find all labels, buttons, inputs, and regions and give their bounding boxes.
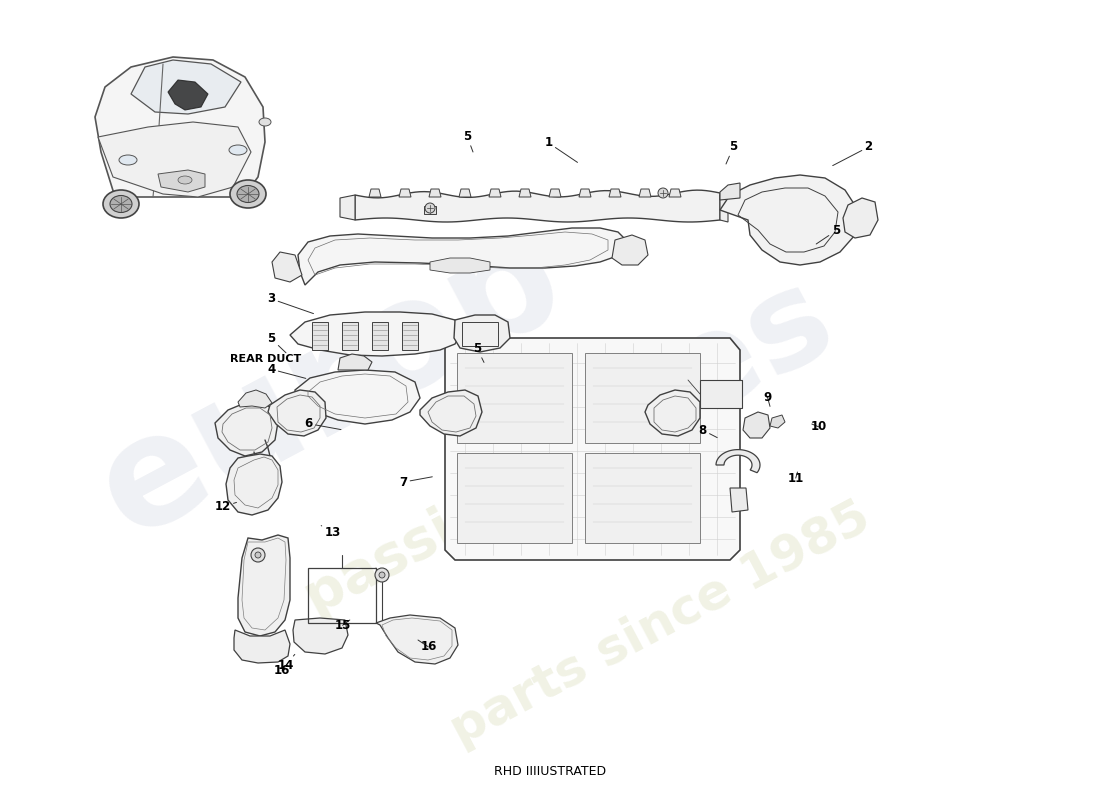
- Text: 7: 7: [399, 475, 432, 489]
- Polygon shape: [226, 454, 282, 515]
- Polygon shape: [770, 415, 785, 428]
- Polygon shape: [376, 615, 458, 664]
- Ellipse shape: [229, 145, 248, 155]
- Polygon shape: [446, 338, 740, 560]
- Polygon shape: [290, 312, 462, 356]
- Text: parts since 1985: parts since 1985: [442, 493, 878, 755]
- Text: 11: 11: [788, 471, 804, 485]
- Ellipse shape: [178, 176, 192, 184]
- Circle shape: [375, 568, 389, 582]
- Text: 3: 3: [267, 292, 314, 314]
- Circle shape: [658, 188, 668, 198]
- Polygon shape: [459, 189, 471, 197]
- Polygon shape: [214, 402, 278, 456]
- Polygon shape: [490, 189, 500, 197]
- Polygon shape: [843, 198, 878, 238]
- Polygon shape: [98, 122, 251, 197]
- Bar: [312, 322, 328, 350]
- Polygon shape: [454, 315, 510, 352]
- Polygon shape: [340, 195, 355, 220]
- Text: 1: 1: [544, 137, 578, 162]
- Polygon shape: [429, 189, 441, 197]
- Text: 15: 15: [334, 619, 351, 632]
- Ellipse shape: [236, 186, 258, 202]
- Polygon shape: [399, 189, 411, 197]
- Ellipse shape: [110, 195, 132, 213]
- Bar: [585, 353, 700, 443]
- Text: 13: 13: [321, 526, 341, 539]
- Polygon shape: [272, 252, 302, 282]
- Text: 16: 16: [418, 640, 437, 654]
- Polygon shape: [579, 189, 591, 197]
- Polygon shape: [238, 390, 272, 408]
- Polygon shape: [720, 193, 728, 222]
- Polygon shape: [720, 175, 858, 265]
- Polygon shape: [720, 183, 740, 200]
- Text: 16: 16: [274, 664, 290, 678]
- Text: 9: 9: [763, 391, 772, 406]
- Polygon shape: [424, 206, 436, 214]
- Polygon shape: [716, 450, 760, 473]
- Text: 5: 5: [473, 342, 484, 362]
- Text: 2: 2: [833, 141, 872, 166]
- Text: ares: ares: [510, 252, 854, 516]
- Polygon shape: [293, 618, 348, 654]
- Polygon shape: [338, 354, 372, 370]
- Polygon shape: [268, 390, 326, 436]
- Polygon shape: [669, 189, 681, 197]
- Text: 5: 5: [463, 130, 473, 152]
- Text: 10: 10: [811, 421, 827, 434]
- Bar: [308, 568, 376, 623]
- Polygon shape: [298, 228, 628, 285]
- Polygon shape: [549, 189, 561, 197]
- Circle shape: [251, 548, 265, 562]
- Polygon shape: [430, 258, 490, 273]
- Bar: [456, 353, 572, 443]
- Circle shape: [425, 203, 435, 213]
- Polygon shape: [168, 80, 208, 110]
- Text: 4: 4: [267, 362, 306, 378]
- Polygon shape: [730, 488, 748, 512]
- Bar: [456, 453, 572, 543]
- Polygon shape: [742, 412, 770, 438]
- Polygon shape: [519, 189, 531, 197]
- Bar: [585, 453, 700, 543]
- Text: europ: europ: [74, 200, 586, 568]
- Text: 5: 5: [816, 225, 840, 244]
- Circle shape: [255, 552, 261, 558]
- Polygon shape: [234, 630, 290, 663]
- Polygon shape: [355, 190, 720, 222]
- Polygon shape: [609, 189, 622, 197]
- Polygon shape: [612, 235, 648, 265]
- Polygon shape: [295, 370, 420, 424]
- Text: 14: 14: [277, 654, 295, 672]
- Polygon shape: [238, 535, 290, 636]
- Bar: [462, 322, 498, 346]
- Polygon shape: [645, 390, 700, 436]
- Text: 5: 5: [267, 333, 286, 353]
- Text: RHD IIIIUSTRATED: RHD IIIIUSTRATED: [494, 765, 606, 778]
- Bar: [342, 322, 358, 350]
- Polygon shape: [95, 57, 265, 197]
- Ellipse shape: [103, 190, 139, 218]
- Text: 5: 5: [726, 141, 738, 164]
- Ellipse shape: [230, 180, 266, 208]
- Bar: [372, 322, 388, 350]
- Polygon shape: [158, 170, 205, 192]
- Polygon shape: [131, 60, 241, 114]
- Ellipse shape: [258, 118, 271, 126]
- Ellipse shape: [119, 155, 138, 165]
- Text: 8: 8: [698, 424, 717, 438]
- Bar: [700, 380, 743, 408]
- Text: REAR DUCT: REAR DUCT: [230, 354, 301, 364]
- Polygon shape: [420, 390, 482, 436]
- Bar: [402, 322, 418, 350]
- Polygon shape: [639, 189, 651, 197]
- Text: passion for: passion for: [296, 414, 628, 626]
- Text: 6: 6: [305, 418, 341, 430]
- Polygon shape: [368, 189, 381, 197]
- Text: 12: 12: [214, 501, 236, 514]
- Circle shape: [379, 572, 385, 578]
